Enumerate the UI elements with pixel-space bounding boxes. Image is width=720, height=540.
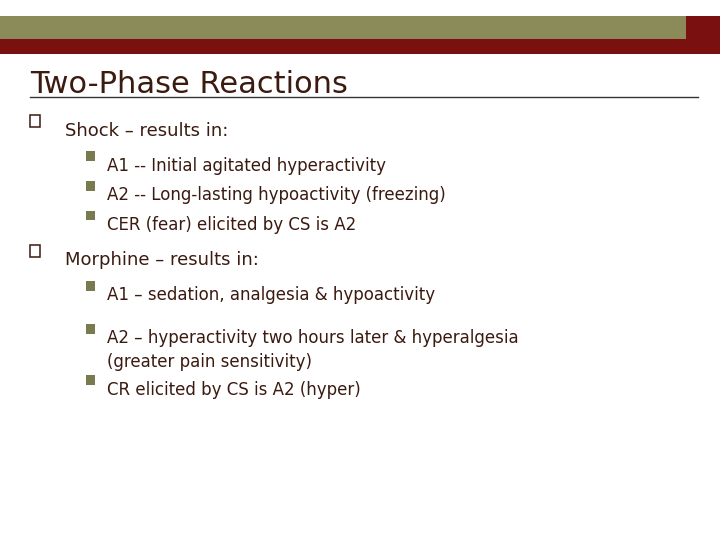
Text: CR elicited by CS is A2 (hyper): CR elicited by CS is A2 (hyper) [107,381,360,399]
Text: CER (fear) elicited by CS is A2: CER (fear) elicited by CS is A2 [107,216,356,234]
Text: Morphine – results in:: Morphine – results in: [65,251,258,269]
Text: Two-Phase Reactions: Two-Phase Reactions [30,70,348,99]
Text: A2 – hyperactivity two hours later & hyperalgesia
(greater pain sensitivity): A2 – hyperactivity two hours later & hyp… [107,329,518,371]
Text: Shock – results in:: Shock – results in: [65,122,228,139]
Text: A1 – sedation, analgesia & hypoactivity: A1 – sedation, analgesia & hypoactivity [107,286,435,304]
Text: A2 -- Long-lasting hypoactivity (freezing): A2 -- Long-lasting hypoactivity (freezin… [107,186,445,204]
Text: A1 -- Initial agitated hyperactivity: A1 -- Initial agitated hyperactivity [107,157,386,174]
